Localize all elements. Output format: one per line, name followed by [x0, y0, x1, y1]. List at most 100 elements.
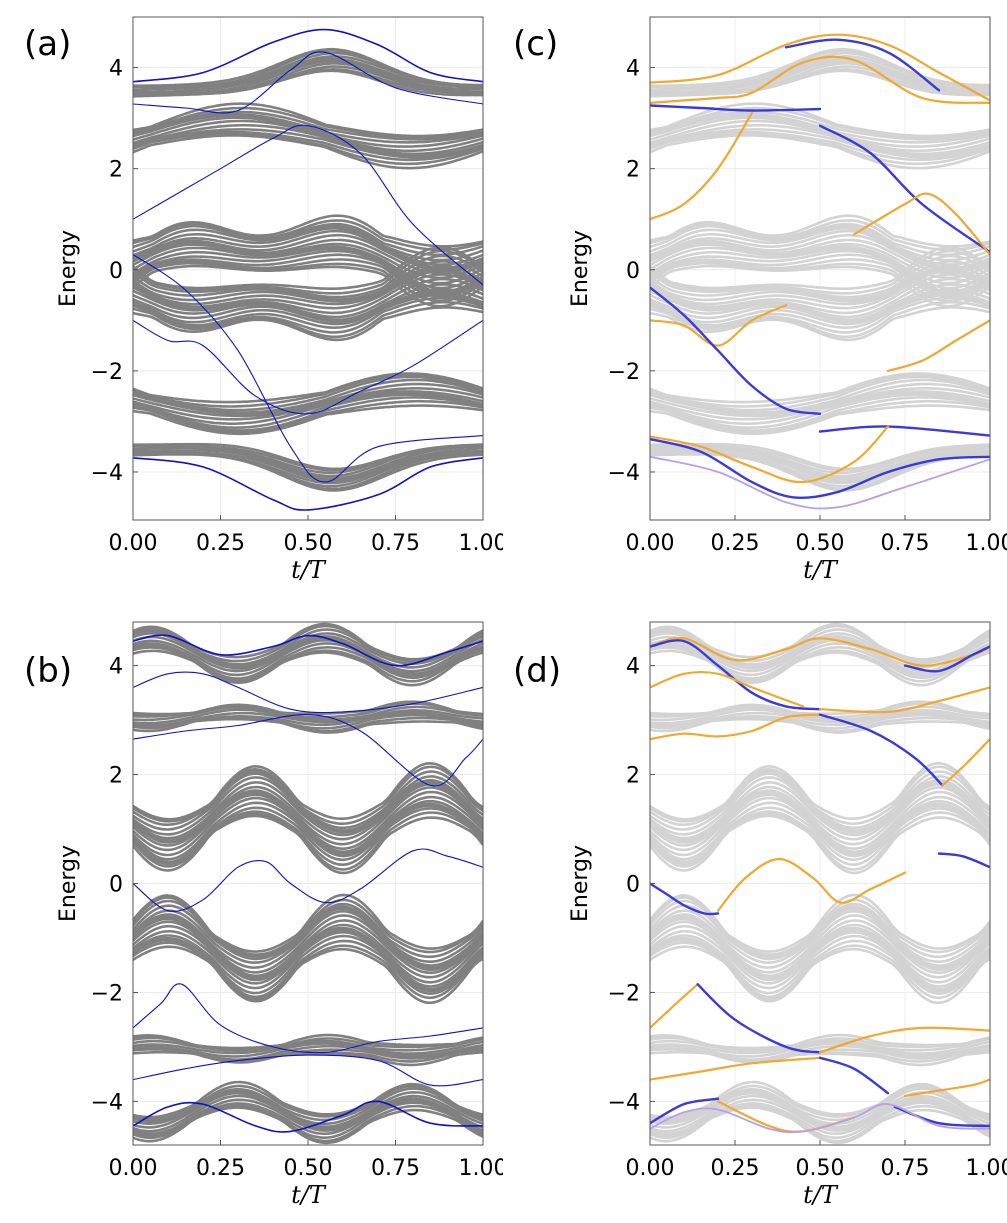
band-line [133, 246, 483, 291]
y-axis-label: Energy [56, 845, 81, 922]
y-tick-label: 0 [626, 873, 640, 898]
panel-c-chart: 0.00 0.25 0.50 0.75 1.00 −4 −2 0 2 4 t/T Energy (c) [513, 16, 1007, 584]
edge-state-curve [650, 882, 720, 916]
energy-band [650, 102, 990, 170]
band-line [133, 106, 483, 139]
band-line [650, 622, 990, 661]
band-line [133, 214, 483, 248]
energy-band [650, 246, 990, 342]
edge-state-curve [818, 713, 944, 787]
band-line [650, 114, 990, 148]
edge-state-curve [133, 51, 483, 114]
energy-band [650, 700, 990, 734]
band-line [650, 765, 990, 826]
y-tick-label: −4 [91, 461, 123, 486]
edge-state-curve [696, 983, 822, 1054]
y-tick-label: −2 [91, 981, 123, 1006]
y-tick-label: 4 [626, 57, 640, 82]
energy-band [133, 1033, 483, 1067]
y-tick-label: −2 [608, 360, 640, 385]
band-line [650, 293, 990, 329]
band-line [650, 920, 990, 980]
band-line [133, 267, 483, 306]
x-tick-label: 0.50 [284, 531, 333, 556]
energy-band [650, 893, 990, 1005]
band-line [133, 934, 483, 995]
panel-b-chart: 0.00 0.25 0.50 0.75 1.00 −4 −2 0 2 4 t/T Energy (b) [24, 621, 503, 1209]
band-line [133, 287, 483, 323]
edge-state-curve [893, 1105, 990, 1128]
band-line [650, 442, 990, 471]
band-line [650, 287, 990, 323]
band-line [650, 264, 990, 303]
edge-state-curve [133, 124, 483, 286]
band-line [650, 930, 990, 991]
energy-band [133, 1080, 483, 1145]
y-tick-label: 2 [109, 158, 123, 183]
energy-band [650, 1033, 990, 1067]
x-tick-label: 0.75 [371, 1156, 420, 1181]
y-tick-label: 4 [626, 655, 640, 680]
edge-state-curve [716, 857, 907, 912]
plot-area [650, 622, 990, 1145]
band-line [650, 47, 990, 88]
edge-state-curve [133, 714, 483, 787]
band-line [133, 700, 483, 716]
panel-label: (a) [24, 24, 71, 64]
y-tick-label: 2 [626, 158, 640, 183]
band-line [650, 781, 990, 840]
panel-label: (d) [513, 651, 561, 691]
energy-band [133, 47, 483, 98]
band-line [650, 391, 990, 426]
band-line [650, 893, 990, 953]
band-line [650, 219, 990, 252]
band-line [133, 914, 483, 974]
edge-state-curve [784, 38, 941, 92]
edge-state-curve [133, 254, 483, 483]
edge-state-curve [650, 55, 990, 104]
edge-state-curve [133, 319, 483, 415]
edge-state-curve [818, 686, 990, 714]
edge-state-curve [650, 33, 990, 102]
band-line [133, 128, 483, 159]
y-tick-label: 0 [109, 873, 123, 898]
edge-state-curve [650, 286, 822, 415]
band-line [133, 930, 483, 991]
edge-state-curve [133, 28, 483, 83]
x-axis-label: t/T [291, 556, 327, 584]
band-line [133, 372, 483, 404]
plot-area [133, 622, 483, 1145]
band-line [133, 783, 483, 842]
band-line [650, 934, 990, 995]
band-line [133, 945, 483, 1005]
x-tick-label: 1.00 [459, 531, 503, 556]
energy-band [133, 372, 483, 436]
edge-state-curve [650, 304, 788, 347]
energy-band [133, 246, 483, 342]
x-axis-label: t/T [803, 556, 839, 584]
edge-state-curve [650, 636, 990, 667]
edge-state-curve [818, 124, 990, 254]
band-line [650, 277, 990, 319]
plot-area [133, 28, 483, 511]
edge-state-curve [133, 457, 483, 511]
edge-state-curve [650, 713, 822, 741]
y-tick-label: −2 [91, 360, 123, 385]
x-tick-label: 0.75 [881, 1156, 930, 1181]
x-axis-label: t/T [803, 1181, 839, 1209]
band-line [133, 254, 483, 299]
y-tick-label: 4 [109, 57, 123, 82]
band-line [650, 259, 990, 301]
edge-state-curve [650, 1056, 822, 1081]
x-tick-label: 0.00 [109, 1156, 158, 1181]
edge-state-curve [133, 983, 483, 1054]
y-axis-label: Energy [56, 230, 81, 307]
x-tick-label: 1.00 [459, 1156, 503, 1181]
energy-band [133, 442, 483, 492]
edge-state-curve [650, 425, 890, 484]
band-line [650, 283, 990, 322]
energy-band [133, 102, 483, 170]
band-line [650, 801, 990, 861]
band-line [650, 249, 990, 295]
band-line [133, 114, 483, 148]
